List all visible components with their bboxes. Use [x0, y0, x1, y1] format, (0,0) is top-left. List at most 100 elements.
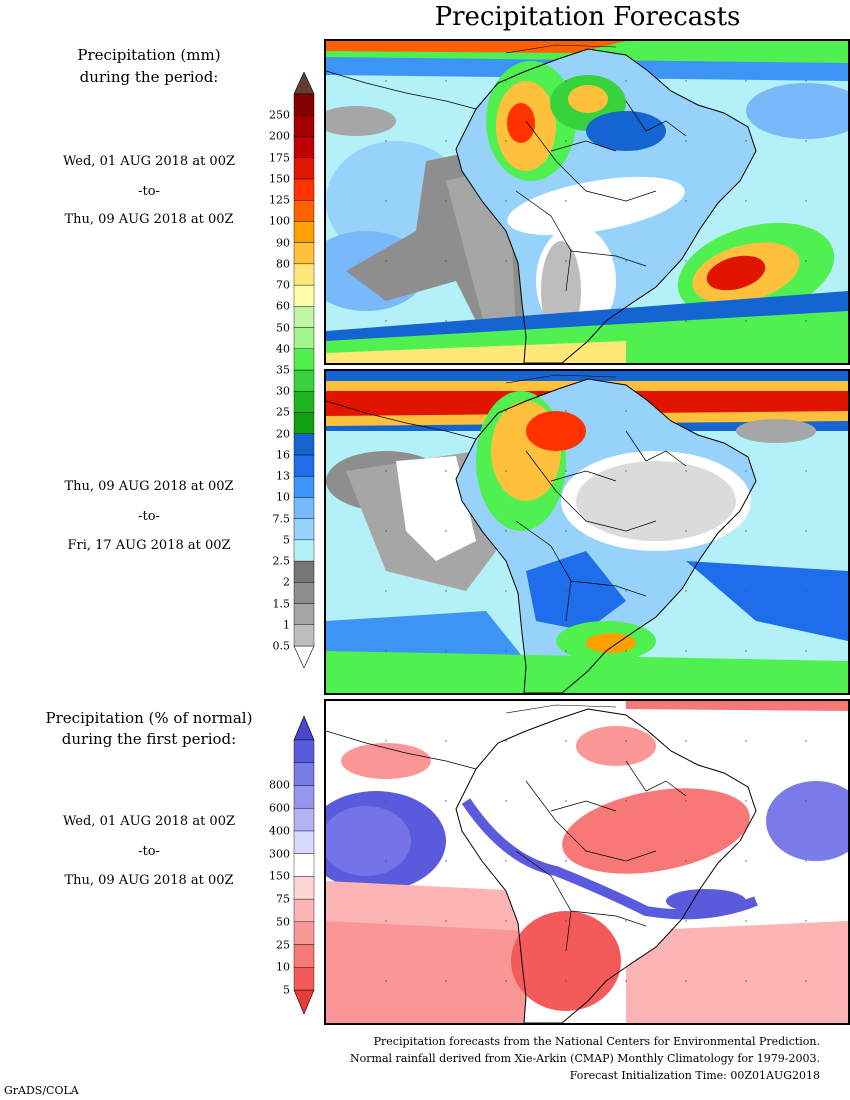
footer-normal-note: Normal rainfall derived from Xie-Arkin (…: [350, 1052, 820, 1065]
panel1-end-date: Thu, 09 AUG 2018 at 00Z: [64, 212, 234, 227]
colorbar-swatch: [293, 115, 315, 137]
panel3-header-line1: Precipitation (% of normal): [45, 709, 253, 727]
colorbar-tick-label: 13: [276, 469, 290, 483]
colorbar-swatch: [293, 898, 315, 923]
colorbar-tick-label: 90: [276, 236, 290, 250]
colorbar-swatch: [293, 739, 315, 763]
colorbar-swatch: [293, 582, 315, 604]
colorbar-swatch: [293, 348, 315, 371]
colorbar-tick-label: 100: [269, 214, 290, 228]
colorbar-tick-label: 300: [269, 847, 290, 861]
panel2-end-date: Fri, 17 AUG 2018 at 00Z: [67, 538, 231, 553]
colorbar-tick-label: 10: [276, 490, 290, 504]
colorbar-swatch: [293, 221, 315, 243]
colorbar-swatch: [293, 263, 315, 286]
colorbar-tick-label: 125: [269, 193, 290, 207]
colorbar-swatch: [293, 178, 315, 201]
colorbar-tick-label: 2: [283, 575, 290, 589]
colorbar-tick-label: 50: [276, 915, 290, 929]
panel3-to-label: -to-: [138, 844, 160, 859]
colorbar-swatch: [293, 454, 315, 477]
colorbar-swatch: [293, 433, 315, 456]
colorbar-tick-label: 250: [269, 108, 290, 122]
colorbar-swatch: [293, 785, 315, 809]
panel2-start-date: Thu, 09 AUG 2018 at 00Z: [64, 479, 234, 494]
colorbar-swatch: [293, 518, 315, 541]
colorbar-swatch: [293, 944, 315, 968]
colorbar-tick-label: 25: [276, 938, 290, 952]
colorbar-tick-label: 20: [276, 427, 290, 441]
footer-init-time: Forecast Initialization Time: 00Z01AUG20…: [569, 1069, 820, 1082]
colorbar-tick-label: 35: [276, 363, 290, 377]
precip-colorbar: 0.5 1 1.5 2 2.5 5 7.5 10 13 16 20 25 30 35 40 50 60 70 80 9…: [255, 72, 315, 668]
colorbar-under-triangle: [293, 645, 315, 668]
colorbar-swatch: [293, 853, 315, 877]
colorbar-under-triangle: [293, 989, 315, 1014]
colorbar-tick-label: 600: [269, 801, 290, 815]
colorbar-tick-label: 800: [269, 778, 290, 792]
colorbar-tick-label: 40: [276, 342, 290, 356]
colorbar-tick-label: 5: [283, 533, 290, 547]
colorbar-tick-label: 7.5: [272, 512, 291, 526]
colorbar-swatch: [293, 539, 315, 562]
colorbar-tick-label: 5: [283, 983, 290, 997]
colorbar-swatch: [293, 412, 315, 434]
colorbar-swatch: [293, 284, 315, 307]
colorbar-swatch: [293, 807, 315, 832]
colorbar-tick-label: 70: [276, 278, 290, 292]
colorbar-tick-label: 400: [269, 824, 290, 838]
colorbar-swatch: [293, 369, 315, 392]
colorbar-tick-label: 175: [269, 151, 290, 165]
colorbar-tick-label: 75: [276, 892, 290, 906]
colorbar-tick-label: 80: [276, 257, 290, 271]
footer-source-note: Precipitation forecasts from the Nationa…: [373, 1035, 820, 1048]
panel3-start-date: Wed, 01 AUG 2018 at 00Z: [62, 814, 235, 829]
percent-normal-map: [324, 699, 850, 1025]
panel2-to-label: -to-: [138, 509, 160, 524]
colorbar-swatch: [293, 921, 315, 945]
panel1-header-line2: during the period:: [79, 68, 219, 86]
colorbar-tick-label: 0.5: [272, 639, 291, 653]
colorbar-tick-label: 60: [276, 299, 290, 313]
colorbar-tick-label: 2.5: [272, 554, 291, 568]
panel3-header-line2: during the first period:: [61, 730, 237, 748]
panel1-header-line1: Precipitation (mm): [77, 46, 221, 64]
colorbar-swatch: [293, 830, 315, 854]
colorbar-tick-label: 30: [276, 384, 290, 398]
colorbar-swatch: [293, 497, 315, 519]
colorbar-over-triangle: [293, 72, 315, 95]
panel3-end-date: Thu, 09 AUG 2018 at 00Z: [64, 873, 234, 888]
colorbar-swatch: [293, 967, 315, 991]
colorbar-swatch: [293, 762, 315, 786]
colorbar-tick-label: 16: [276, 448, 290, 462]
colorbar-tick-label: 1: [283, 618, 290, 632]
colorbar-swatch: [293, 603, 315, 625]
precip-map-week1: [324, 39, 850, 365]
colorbar-swatch: [293, 93, 315, 116]
colorbar-tick-label: 50: [276, 321, 290, 335]
colorbar-swatch: [293, 327, 315, 349]
colorbar-swatch: [293, 624, 315, 647]
colorbar-swatch: [293, 475, 315, 498]
colorbar-over-triangle: [293, 716, 315, 741]
colorbar-swatch: [293, 199, 315, 222]
colorbar-tick-label: 150: [269, 869, 290, 883]
colorbar-swatch: [293, 157, 315, 180]
precip-map-week2: [324, 369, 850, 695]
colorbar-swatch: [293, 242, 315, 265]
colorbar-swatch: [293, 560, 315, 583]
colorbar-tick-label: 150: [269, 172, 290, 186]
panel1-to-label: -to-: [138, 184, 160, 199]
colorbar-swatch: [293, 306, 315, 328]
colorbar-tick-label: 25: [276, 405, 290, 419]
page-title: Precipitation Forecasts: [434, 2, 741, 32]
colorbar-swatch: [293, 136, 315, 158]
colorbar-swatch: [293, 876, 315, 900]
percent-colorbar: 5 10 25 50 75 150 300 400 600 800: [255, 716, 315, 1014]
colorbar-swatch: [293, 391, 315, 413]
colorbar-tick-label: 200: [269, 129, 290, 143]
colorbar-tick-label: 1.5: [272, 597, 291, 611]
panel1-start-date: Wed, 01 AUG 2018 at 00Z: [62, 154, 235, 169]
colorbar-tick-label: 10: [276, 960, 290, 974]
credit-label: GrADS/COLA: [4, 1084, 79, 1097]
